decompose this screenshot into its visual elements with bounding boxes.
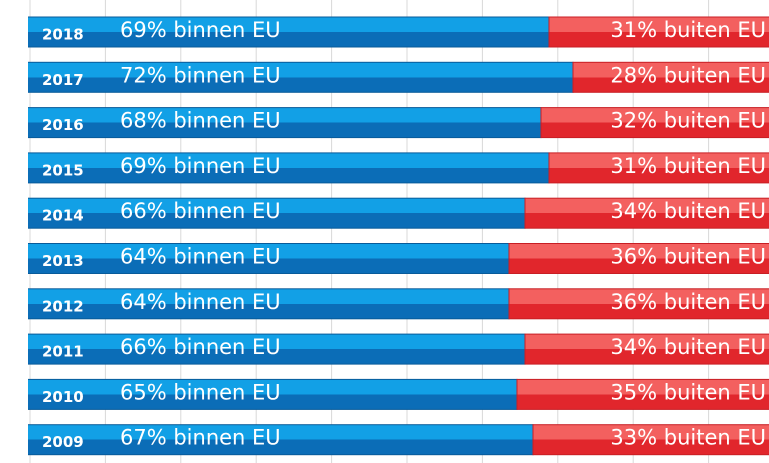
category-label: 2015: [42, 161, 84, 179]
bar-segment: [516, 378, 769, 410]
value-label: 31% buiten EU: [610, 154, 766, 178]
bar-segment: [28, 333, 526, 365]
value-label: 36% buiten EU: [610, 290, 766, 314]
bar-segment: [28, 152, 550, 184]
value-label: 34% buiten EU: [610, 199, 766, 223]
value-label: 69% binnen EU: [120, 154, 281, 178]
bar-segment: [28, 107, 542, 139]
value-label: 65% binnen EU: [120, 380, 281, 404]
value-label: 28% buiten EU: [610, 63, 766, 87]
value-label: 66% binnen EU: [120, 199, 281, 223]
value-label: 32% buiten EU: [610, 109, 766, 133]
bar-segment: [548, 152, 769, 184]
value-label: 69% binnen EU: [120, 18, 281, 42]
bar-segment: [28, 378, 518, 410]
value-label: 68% binnen EU: [120, 109, 281, 133]
bar-segment: [540, 107, 769, 139]
bar-segment: [508, 243, 769, 274]
category-label: 2013: [42, 252, 84, 270]
value-label: 64% binnen EU: [120, 245, 281, 269]
bar-segment: [508, 288, 769, 320]
bar-segment: [28, 288, 510, 320]
value-label: 67% binnen EU: [120, 426, 281, 450]
bar-segment: [28, 61, 574, 93]
value-label: 66% binnen EU: [120, 335, 281, 359]
bar-segment: [28, 243, 510, 274]
bar-segment: [548, 16, 769, 48]
bar-segment: [532, 424, 769, 456]
bar-segment: [28, 16, 550, 48]
category-label: 2010: [42, 388, 84, 406]
bar-segment: [572, 61, 769, 93]
category-label: 2011: [42, 343, 84, 361]
value-label: 72% binnen EU: [120, 63, 281, 87]
value-label: 34% buiten EU: [610, 335, 766, 359]
bars: [28, 16, 769, 456]
category-label: 2012: [42, 297, 84, 315]
category-label: 2016: [42, 116, 84, 134]
bar-segment: [524, 197, 769, 229]
category-label: 2018: [42, 26, 84, 44]
value-label: 36% buiten EU: [610, 245, 766, 269]
value-label: 31% buiten EU: [610, 18, 766, 42]
bar-segment: [524, 333, 769, 365]
value-label: 35% buiten EU: [610, 380, 766, 404]
value-label: 64% binnen EU: [120, 290, 281, 314]
category-label: 2017: [42, 71, 84, 89]
category-label: 2009: [42, 433, 84, 451]
value-label: 33% buiten EU: [610, 426, 766, 450]
category-label: 2014: [42, 207, 84, 225]
bar-segment: [28, 424, 534, 456]
